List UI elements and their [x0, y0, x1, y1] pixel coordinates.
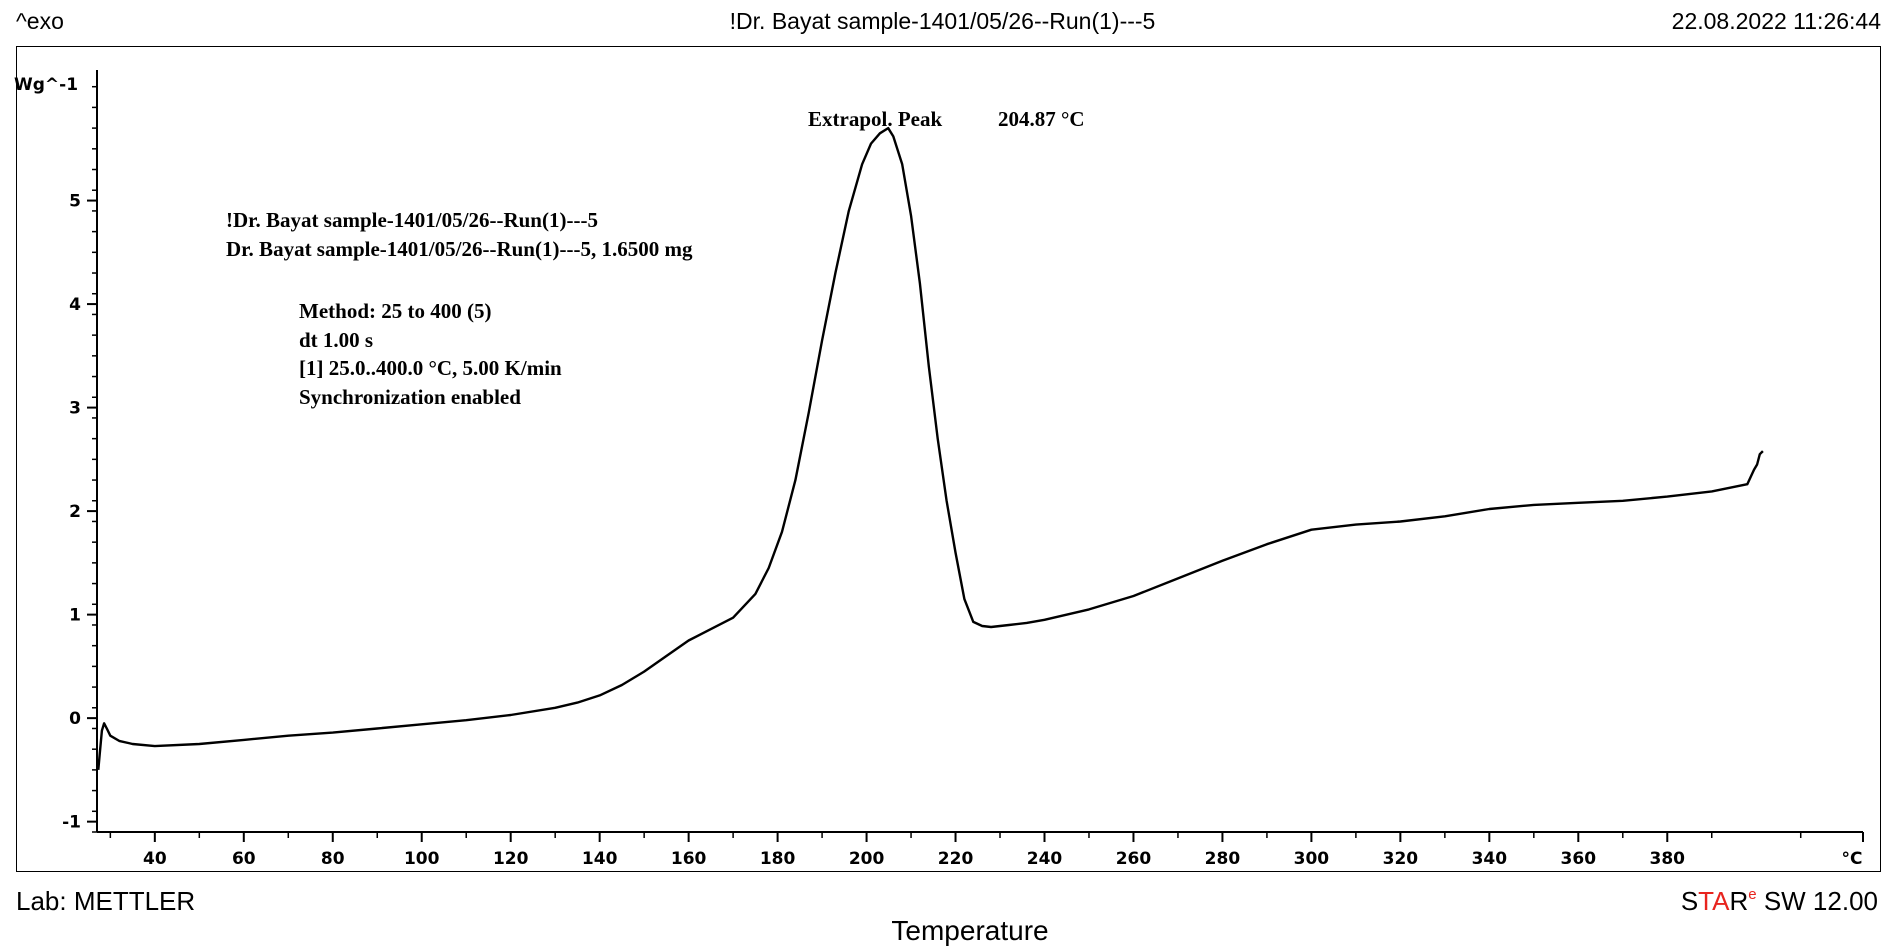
y-axis-unit-label: Wg^-1	[14, 75, 78, 95]
x-tick-label: 200	[849, 849, 885, 869]
y-tick-label: 1	[69, 606, 81, 626]
timestamp: 22.08.2022 11:26:44	[1671, 8, 1881, 34]
lab-label: Lab: METTLER	[16, 886, 196, 916]
y-tick-label: 0	[69, 709, 81, 729]
x-axis-title: Temperature	[891, 915, 1049, 946]
software-ta: TA	[1698, 886, 1730, 916]
dt-text: dt 1.00 s	[299, 328, 373, 352]
x-tick-label: 140	[582, 849, 618, 869]
segment-text: [1] 25.0..400.0 °C, 5.00 K/min	[299, 356, 562, 380]
chart-axes	[96, 70, 1863, 833]
x-tick-label: 240	[1027, 849, 1063, 869]
software-version-label: STARe SW 12.00	[1681, 886, 1878, 917]
x-tick-label: 340	[1472, 849, 1508, 869]
sample-title: !Dr. Bayat sample-1401/05/26--Run(1)---5	[226, 208, 598, 232]
chart-ticks	[87, 85, 1864, 842]
y-tick-label: 3	[69, 399, 81, 419]
y-tick-label: 2	[69, 502, 81, 522]
x-tick-label: 220	[938, 849, 974, 869]
x-tick-label: 320	[1383, 849, 1419, 869]
x-tick-label: 80	[321, 849, 345, 869]
x-tick-label: 280	[1205, 849, 1241, 869]
x-tick-label: 180	[760, 849, 796, 869]
dsc-curve	[97, 126, 1764, 771]
x-tick-label: 380	[1650, 849, 1686, 869]
software-r: R	[1729, 886, 1749, 916]
sync-text: Synchronization enabled	[299, 385, 521, 409]
x-tick-label: 160	[671, 849, 707, 869]
software-sup: e	[1748, 886, 1757, 903]
x-axis-unit-label: °C	[1842, 849, 1863, 869]
method-text: Method: 25 to 400 (5)	[299, 299, 491, 323]
chart-frame	[16, 46, 1881, 872]
peak-annotation-label: Extrapol. Peak	[808, 107, 942, 131]
x-tick-label: 360	[1561, 849, 1597, 869]
software-s: S	[1680, 886, 1699, 916]
x-tick-label: 260	[1116, 849, 1152, 869]
x-tick-label: 300	[1294, 849, 1330, 869]
peak-annotation-value: 204.87 °C	[998, 107, 1085, 131]
y-tick-label: -1	[62, 813, 81, 833]
exo-direction-label: ^exo	[16, 8, 64, 34]
y-tick-label: 4	[69, 295, 81, 315]
x-tick-label: 60	[232, 849, 256, 869]
sample-description: Dr. Bayat sample-1401/05/26--Run(1)---5,…	[226, 237, 693, 261]
software-version: SW 12.00	[1756, 886, 1878, 916]
y-tick-label: 5	[69, 192, 81, 212]
chart-header-title: !Dr. Bayat sample-1401/05/26--Run(1)---5	[729, 8, 1156, 34]
x-tick-label: 120	[493, 849, 529, 869]
x-tick-label: 40	[143, 849, 167, 869]
x-tick-label: 100	[404, 849, 440, 869]
